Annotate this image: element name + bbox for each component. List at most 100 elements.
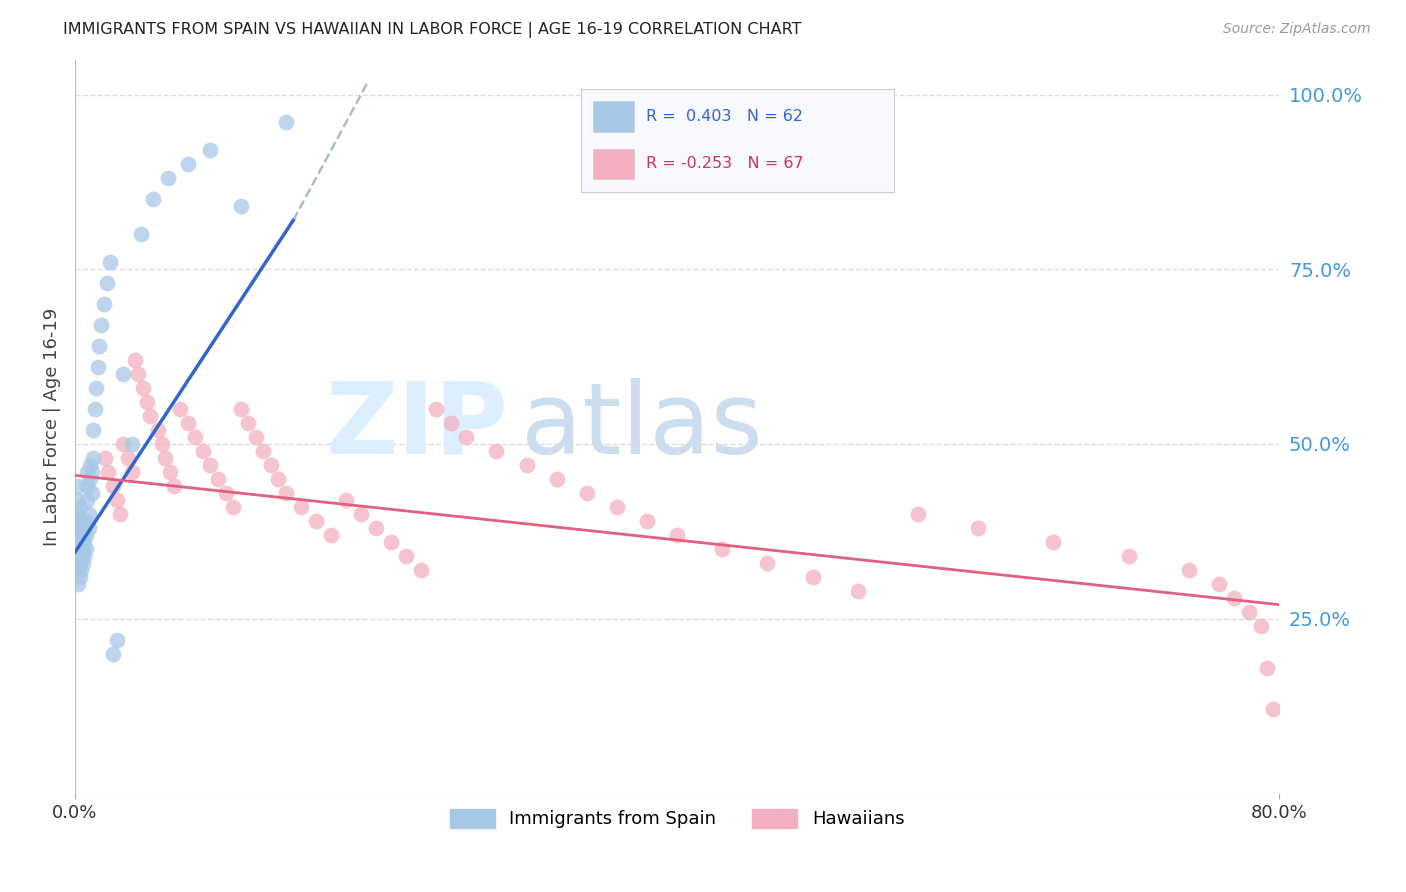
Point <box>1250 618 1272 632</box>
Point <box>76 479 98 493</box>
Point <box>76 492 98 507</box>
Point <box>274 115 297 129</box>
Point <box>139 409 162 423</box>
Point <box>260 458 283 472</box>
Point <box>82 423 104 437</box>
Text: ZIP: ZIP <box>326 378 509 475</box>
Point <box>456 430 478 444</box>
Point <box>69 556 91 570</box>
Point <box>636 514 658 528</box>
Point <box>94 450 117 465</box>
Point <box>350 507 373 521</box>
Point <box>83 402 105 417</box>
Point <box>907 507 929 521</box>
Point <box>105 492 128 507</box>
Point <box>290 500 312 514</box>
Point <box>66 549 89 563</box>
Point <box>73 534 96 549</box>
Point <box>575 486 598 500</box>
Point <box>169 402 191 417</box>
Point <box>756 556 779 570</box>
Point <box>485 444 508 458</box>
Point <box>184 430 207 444</box>
Point <box>236 416 259 430</box>
Point <box>127 367 149 381</box>
Point <box>69 541 91 556</box>
Point <box>150 437 173 451</box>
Point <box>66 479 89 493</box>
Point <box>70 549 93 563</box>
Point <box>136 395 159 409</box>
Point <box>146 423 169 437</box>
Point <box>159 465 181 479</box>
Point <box>207 472 229 486</box>
Point <box>711 541 734 556</box>
Point <box>84 381 107 395</box>
Point <box>79 472 101 486</box>
Point <box>319 528 342 542</box>
Point <box>121 465 143 479</box>
Point <box>274 486 297 500</box>
Point <box>75 514 97 528</box>
Point <box>1256 660 1278 674</box>
Point <box>69 500 91 514</box>
Point <box>801 570 824 584</box>
Point <box>129 227 152 242</box>
Point <box>65 492 87 507</box>
Point <box>66 521 89 535</box>
Point <box>69 528 91 542</box>
Point <box>1118 549 1140 563</box>
Point <box>80 465 103 479</box>
Point <box>77 507 100 521</box>
Point <box>157 171 180 186</box>
Point <box>132 381 155 395</box>
Point <box>105 632 128 647</box>
Point <box>96 277 118 291</box>
Point <box>65 521 87 535</box>
Point <box>90 318 112 333</box>
Point <box>229 199 252 213</box>
Point <box>65 507 87 521</box>
Point <box>1208 576 1230 591</box>
Point <box>200 144 222 158</box>
Point <box>163 479 186 493</box>
Point <box>516 458 538 472</box>
Point <box>214 486 236 500</box>
Point <box>75 528 97 542</box>
Point <box>967 521 990 535</box>
Point <box>72 528 94 542</box>
Point <box>97 465 120 479</box>
Point <box>66 534 89 549</box>
Point <box>335 492 357 507</box>
Point <box>86 360 108 375</box>
Point <box>73 521 96 535</box>
Point <box>121 437 143 451</box>
Point <box>75 541 97 556</box>
Text: IMMIGRANTS FROM SPAIN VS HAWAIIAN IN LABOR FORCE | AGE 16-19 CORRELATION CHART: IMMIGRANTS FROM SPAIN VS HAWAIIAN IN LAB… <box>63 22 801 38</box>
Point <box>76 465 98 479</box>
Point <box>245 430 267 444</box>
Point <box>70 534 93 549</box>
Point <box>229 402 252 417</box>
Point <box>1223 591 1246 605</box>
Text: Source: ZipAtlas.com: Source: ZipAtlas.com <box>1223 22 1371 37</box>
Point <box>117 450 139 465</box>
Point <box>1042 534 1064 549</box>
Point <box>252 444 274 458</box>
Point <box>98 255 121 269</box>
Point <box>1237 605 1260 619</box>
Point <box>70 521 93 535</box>
Point <box>440 416 463 430</box>
Point <box>72 514 94 528</box>
Point <box>177 157 200 171</box>
Point <box>155 450 177 465</box>
Point <box>65 534 87 549</box>
Point <box>72 541 94 556</box>
Point <box>846 583 869 598</box>
Point <box>93 297 115 311</box>
Point <box>80 486 103 500</box>
Point <box>112 367 135 381</box>
Point <box>108 507 131 521</box>
Point <box>66 563 89 577</box>
Point <box>73 549 96 563</box>
